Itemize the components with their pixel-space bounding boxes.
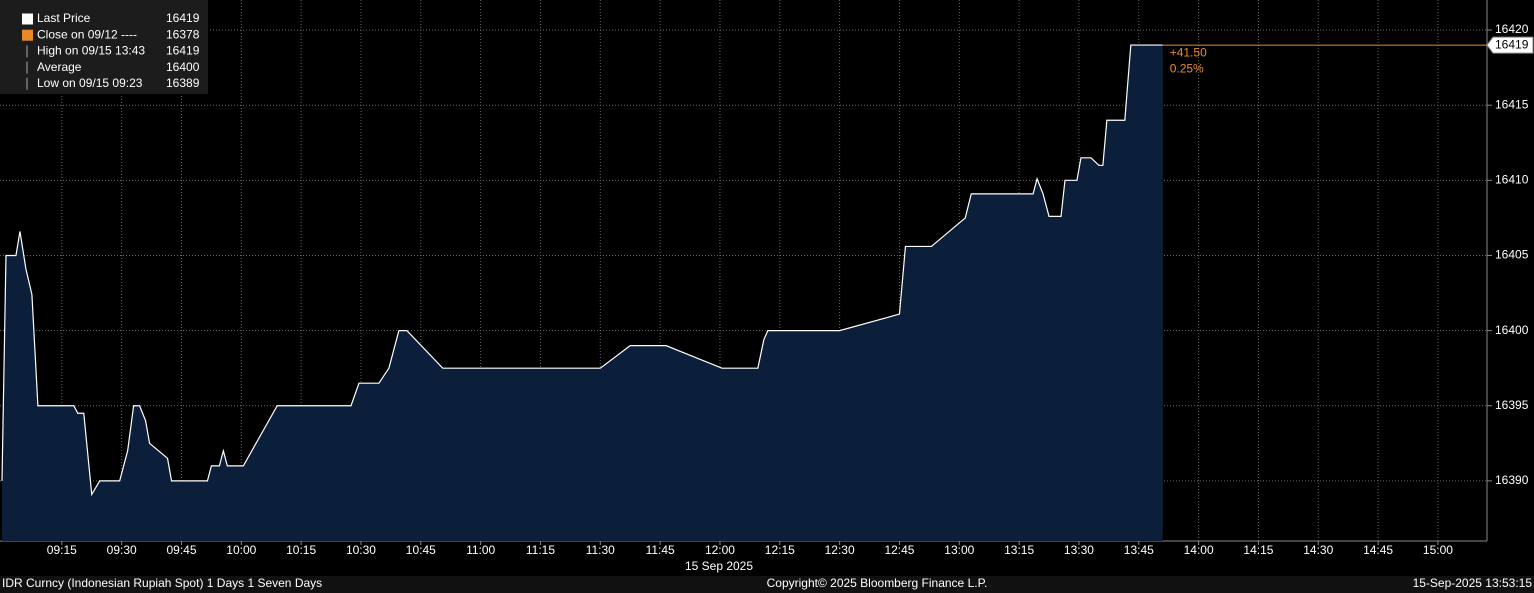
x-tick-label: 14:30 bbox=[1303, 543, 1333, 557]
x-tick-label: 09:45 bbox=[166, 543, 196, 557]
legend-label: Close on 09/12 ---- bbox=[37, 27, 137, 41]
legend-label: Low on 09/15 09:23 bbox=[37, 76, 143, 90]
legend-box bbox=[0, 0, 208, 94]
legend-value: 16419 bbox=[166, 44, 200, 58]
y-tick-label: 16410 bbox=[1495, 173, 1529, 187]
x-tick-label: 14:15 bbox=[1243, 543, 1273, 557]
y-tick-label: 16390 bbox=[1495, 473, 1529, 487]
date-label: 15 Sep 2025 bbox=[685, 559, 753, 573]
last-price-tag-label: 16419 bbox=[1495, 37, 1529, 51]
x-tick-label: 12:15 bbox=[765, 543, 795, 557]
legend-label: Average bbox=[37, 60, 82, 74]
x-tick-label: 11:45 bbox=[646, 543, 675, 557]
legend-swatch bbox=[22, 13, 33, 25]
change-pct-label: 0.25% bbox=[1170, 61, 1204, 75]
x-tick-label: 14:00 bbox=[1184, 543, 1214, 557]
footer-bar bbox=[0, 576, 1534, 593]
footer-left: IDR Curncy (Indonesian Rupiah Spot) 1 Da… bbox=[2, 576, 322, 590]
y-tick-label: 16420 bbox=[1495, 22, 1529, 36]
legend-value: 16419 bbox=[166, 11, 200, 25]
y-tick-label: 16415 bbox=[1495, 97, 1529, 111]
x-tick-label: 15:00 bbox=[1423, 543, 1453, 557]
legend-label: Last Price bbox=[37, 11, 91, 25]
x-tick-label: 13:00 bbox=[944, 543, 974, 557]
x-tick-label: 13:30 bbox=[1064, 543, 1094, 557]
change-label: +41.50 bbox=[1170, 45, 1207, 59]
legend-swatch bbox=[22, 29, 33, 41]
legend-label: High on 09/15 13:43 bbox=[37, 44, 145, 58]
y-tick-label: 16400 bbox=[1495, 323, 1529, 337]
y-tick-label: 16395 bbox=[1495, 398, 1529, 412]
x-tick-label: 13:45 bbox=[1124, 543, 1154, 557]
footer-center: Copyright© 2025 Bloomberg Finance L.P. bbox=[767, 576, 988, 590]
x-tick-label: 11:30 bbox=[586, 543, 615, 557]
area bbox=[1, 45, 1163, 541]
x-tick-label: 09:15 bbox=[47, 543, 77, 557]
x-tick-label: 14:45 bbox=[1363, 543, 1393, 557]
x-tick-label: 12:00 bbox=[705, 543, 735, 557]
x-tick-label: 12:30 bbox=[825, 543, 855, 557]
x-tick-label: 09:30 bbox=[107, 543, 137, 557]
y-tick-label: 16405 bbox=[1495, 248, 1529, 262]
footer-right: 15-Sep-2025 13:53:15 bbox=[1413, 576, 1533, 590]
x-tick-label: 10:45 bbox=[406, 543, 436, 557]
legend-value: 16400 bbox=[166, 60, 200, 74]
legend-value: 16389 bbox=[166, 76, 200, 90]
legend-value: 16378 bbox=[166, 27, 200, 41]
x-tick-label: 11:00 bbox=[466, 543, 495, 557]
x-tick-label: 11:15 bbox=[526, 543, 555, 557]
x-tick-label: 10:00 bbox=[226, 543, 256, 557]
last-price-tag bbox=[1486, 36, 1534, 54]
x-tick-label: 10:15 bbox=[286, 543, 316, 557]
price-line bbox=[1, 44, 1163, 497]
x-tick-label: 13:15 bbox=[1004, 543, 1034, 557]
x-tick-label: 12:45 bbox=[884, 543, 914, 557]
x-tick-label: 10:30 bbox=[346, 543, 376, 557]
